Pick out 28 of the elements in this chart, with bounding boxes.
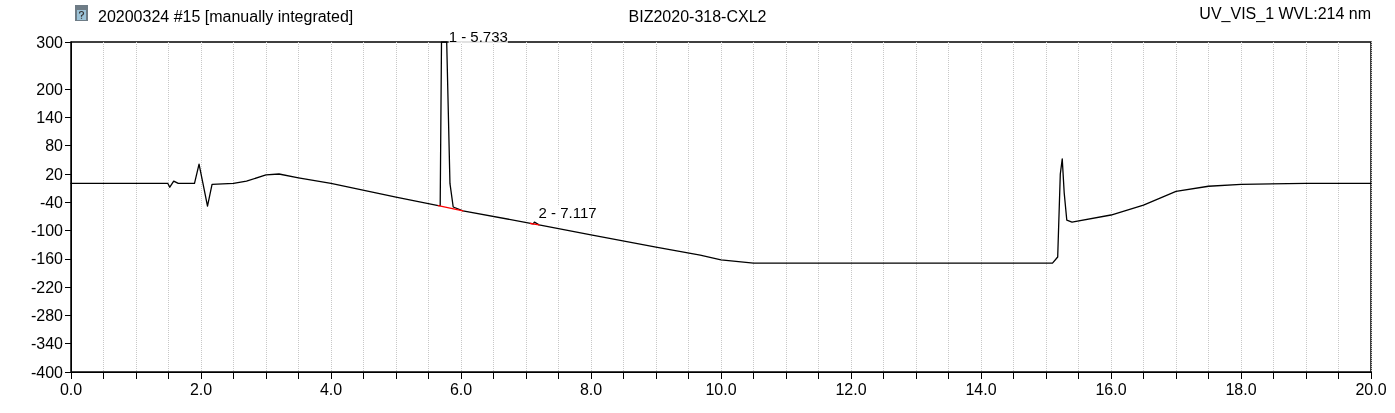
y-tick-label: 140	[36, 108, 64, 126]
y-tick-label: -340	[30, 335, 64, 353]
y-tick-label: -100	[30, 222, 64, 240]
x-tick-label: 20.0	[1355, 380, 1387, 398]
y-tick-label: -400	[30, 363, 64, 381]
y-tick-label: -220	[30, 278, 64, 296]
x-tick-label: 16.0	[1095, 380, 1127, 398]
x-tick-label: 2.0	[189, 380, 213, 398]
x-tick-label: 6.0	[449, 380, 473, 398]
annotation: 2 - 7.117	[538, 204, 597, 222]
x-tick-label: 10.0	[705, 380, 737, 398]
y-tick-label: -160	[30, 250, 64, 268]
chart-title: 20200324 #15 [manually integrated]	[98, 7, 354, 25]
x-tick-label: 14.0	[965, 380, 997, 398]
y-tick-label: 200	[36, 80, 64, 98]
annotation: 1 - 5.733	[448, 27, 508, 45]
y-tick-label: 20	[45, 165, 64, 183]
x-tick-label: 0.0	[59, 380, 83, 398]
text: UV_VIS_1 WVL:214 nm	[1199, 4, 1371, 23]
y-tick-label: -40	[39, 193, 64, 211]
x-tick-label: 18.0	[1225, 380, 1257, 398]
y-tick-label: 80	[45, 137, 64, 155]
y-tick-label: 300	[36, 33, 64, 51]
chart-subtitle: BIZ2020-318-CXL2	[628, 7, 767, 25]
x-tick-label: 12.0	[835, 380, 867, 398]
y-tick-label: -280	[30, 306, 64, 324]
x-tick-label: 8.0	[579, 380, 603, 398]
x-tick-label: 4.0	[319, 380, 343, 398]
